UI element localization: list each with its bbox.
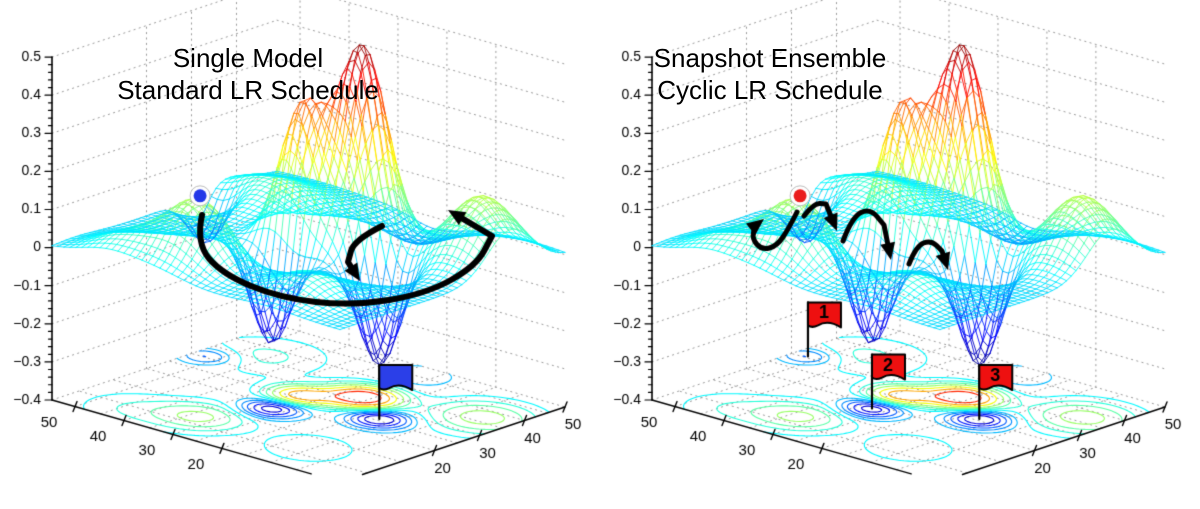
single-model-title-line2: Standard LR Schedule bbox=[117, 75, 379, 105]
single-model-surface-canvas bbox=[0, 0, 600, 509]
snapshot-ensemble-surface-canvas bbox=[600, 0, 1200, 509]
snapshot-ensemble-title-line1: Snapshot Ensemble bbox=[653, 43, 887, 73]
single-model-title: Single Model Standard LR Schedule bbox=[78, 42, 418, 106]
snapshot-ensemble-title-line2: Cyclic LR Schedule bbox=[657, 75, 883, 105]
panel-single-model: Single Model Standard LR Schedule bbox=[0, 0, 600, 509]
snapshot-ensemble-title: Snapshot Ensemble Cyclic LR Schedule bbox=[600, 42, 940, 106]
panel-snapshot-ensemble: Snapshot Ensemble Cyclic LR Schedule bbox=[600, 0, 1200, 509]
single-model-title-line1: Single Model bbox=[172, 43, 324, 73]
